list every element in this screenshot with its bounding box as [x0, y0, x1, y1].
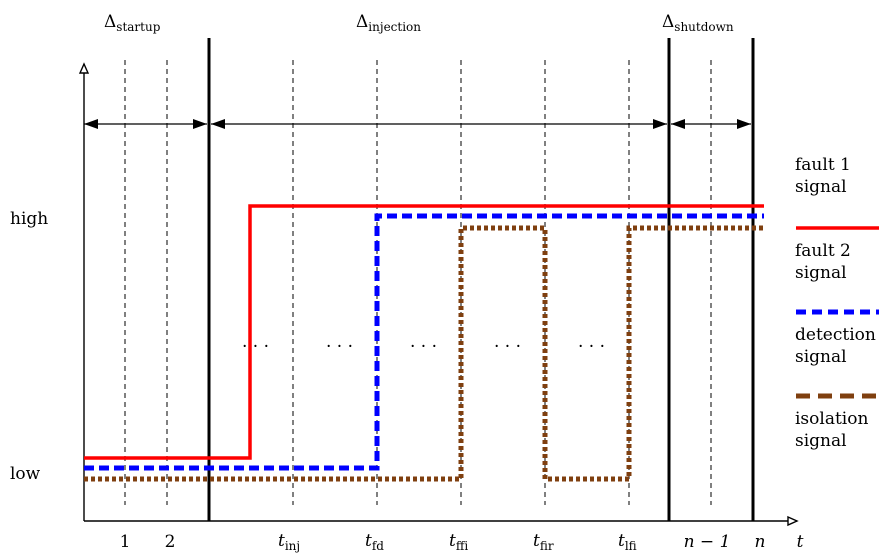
tick-label-tffi: tffi [449, 531, 468, 553]
ellipsis-2: · · · [326, 337, 353, 357]
tick-label-n: n [755, 532, 766, 552]
time-gridlines [124, 60, 712, 505]
legend-label-fault-1: fault 1 [795, 155, 851, 175]
legend-label-fault-2: fault 2 [795, 241, 851, 261]
tick-label-2: 2 [165, 532, 176, 552]
tick-label-tfd: tfd [365, 531, 384, 553]
tick-label-tfir: tfir [533, 531, 554, 553]
phase-label-injection: Δinjection [356, 12, 421, 34]
phase-label-shutdown: Δshutdown [662, 12, 734, 34]
phase-label-startup: Δstartup [104, 12, 161, 34]
ellipsis-5: · · · [578, 337, 605, 357]
tick-label-tlfi: tlfi [618, 531, 637, 553]
legend-label-fault-1-signal: signal [795, 177, 847, 197]
tick-label-1: 1 [120, 532, 131, 552]
signal-brown [84, 225, 764, 482]
legend-label-fault-2-signal: signal [795, 263, 847, 283]
tick-label-tinj: tinj [278, 531, 300, 553]
y-label-high: high [10, 209, 48, 229]
ellipsis-3: · · · [410, 337, 437, 357]
legend-label-isolation-signal: signal [795, 431, 847, 451]
legend-label-detection: detection [795, 325, 876, 345]
legend-label-detection-signal: signal [795, 347, 847, 367]
signal-red [84, 204, 764, 460]
tick-label-nm1: n − 1 [684, 532, 731, 552]
legend: fault 1 signal fault 2 signal detection … [795, 155, 879, 451]
ellipsis-4: · · · [494, 337, 521, 357]
signal-blue [84, 213, 764, 471]
y-label-low: low [10, 464, 41, 484]
legend-label-isolation: isolation [795, 409, 868, 429]
ellipsis-1: · · · [242, 337, 269, 357]
x-axis-label: t [797, 532, 804, 552]
